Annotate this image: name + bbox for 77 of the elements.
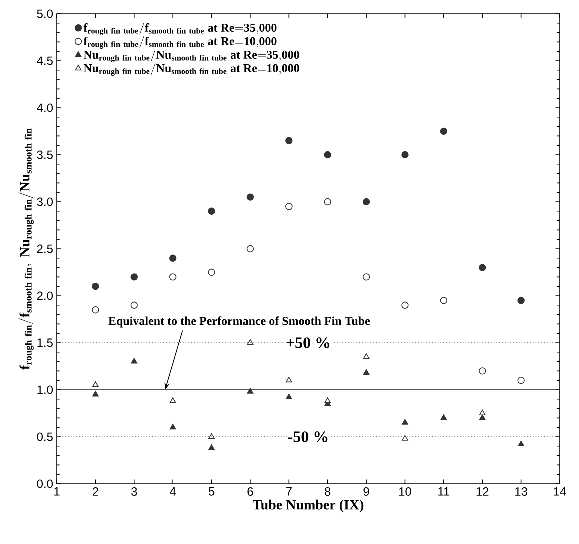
x-tick-label: 3 <box>132 488 138 496</box>
point <box>286 394 292 400</box>
point <box>518 297 525 304</box>
point <box>440 128 448 136</box>
point <box>92 282 100 290</box>
x-tick-label: 9 <box>364 488 370 496</box>
x-tick-label: 13 <box>516 488 528 496</box>
x-tick-label: 10 <box>399 488 412 496</box>
x-tick-label: 11 <box>438 488 450 496</box>
point <box>169 254 177 262</box>
y-tick-label: 4.5 <box>37 56 53 66</box>
x-tick-label: 5 <box>208 488 215 496</box>
y-tick-label: 2.5 <box>37 244 53 254</box>
point <box>479 410 486 416</box>
point <box>362 198 370 206</box>
point <box>286 376 292 383</box>
point <box>170 424 176 430</box>
point <box>402 419 408 425</box>
point <box>246 245 254 253</box>
x-tick-label: 2 <box>92 488 98 496</box>
point <box>362 274 370 281</box>
legend-label: $\mathbf{Nu_{rough\ fin\ tube}/Nu_{smooth\ fin\ tube}\ at\ Re{=}10{,}000}$ <box>84 63 300 76</box>
point <box>286 203 293 210</box>
point <box>479 414 486 420</box>
point <box>479 264 486 272</box>
point <box>402 151 409 159</box>
y-tick-label: 3.0 <box>37 198 54 206</box>
x-tick-label: 1 <box>54 488 60 496</box>
point <box>518 440 524 447</box>
y-tick-label: 1.5 <box>38 338 53 348</box>
legend-label: $\mathbf{Nu_{rough\ fin\ tube}/Nu_{smooth\ fin\ tube}\ at\ Re{=}35{,}000}$ <box>84 50 300 62</box>
point <box>363 353 370 360</box>
annotation: +50 % <box>286 338 330 348</box>
point <box>440 414 448 420</box>
legend-label: $\mathbf{f_{rough\ fin\ tube}/f_{smooth\ fin\ tube}\ at\ Re{=}35{,}000}$ <box>84 22 277 36</box>
point <box>402 302 409 309</box>
point <box>208 433 215 439</box>
point <box>170 398 176 404</box>
legend-label: $\mathbf{f_{rough\ fin\ tube}/f_{smooth\ fin\ tube}\ at\ Re{=}10{,}000}$ <box>84 36 277 49</box>
y-tick-label: 2.0 <box>37 292 54 300</box>
point <box>208 444 215 450</box>
annotation: Equivalent to the Performance of Smooth Fin Tube <box>108 316 370 328</box>
point <box>130 274 138 281</box>
point <box>324 398 332 404</box>
point <box>286 137 293 144</box>
point <box>208 208 216 215</box>
point <box>363 369 370 376</box>
point <box>324 151 332 159</box>
y-tick-label: 0.5 <box>37 432 53 442</box>
x-tick-label: 12 <box>476 488 489 496</box>
point <box>92 391 99 397</box>
x-tick-label: 8 <box>325 488 331 496</box>
point <box>92 306 100 314</box>
point <box>247 339 254 345</box>
point <box>92 382 99 388</box>
point <box>440 297 448 304</box>
point <box>130 302 138 309</box>
point <box>169 274 177 281</box>
point <box>131 358 138 364</box>
x-tick-label: 7 <box>286 488 292 496</box>
point <box>479 368 486 375</box>
y-axis-title: $\mathbf{f_{rough\ fin}/f_{smooth\ fin},\ Nu_{rough\ fin}/Nu_{smooth\ fin}}$ <box>18 128 34 370</box>
x-tick-label: 6 <box>248 488 254 496</box>
x-tick-label: 4 <box>170 488 176 496</box>
y-tick-label: 0.0 <box>37 480 54 488</box>
y-tick-label: 3.5 <box>37 150 53 160</box>
point <box>208 268 216 276</box>
y-tick-label: 1.0 <box>38 386 54 394</box>
point <box>518 376 525 384</box>
point <box>246 194 254 201</box>
y-tick-label: 5.0 <box>37 10 54 18</box>
x-tick-label: 14 <box>554 488 566 496</box>
point <box>402 435 408 441</box>
x-axis-title: Tube Number (IX) <box>252 500 364 513</box>
point <box>324 198 332 206</box>
y-tick-label: 4.0 <box>37 104 54 112</box>
annotation: -50 % <box>288 432 328 442</box>
